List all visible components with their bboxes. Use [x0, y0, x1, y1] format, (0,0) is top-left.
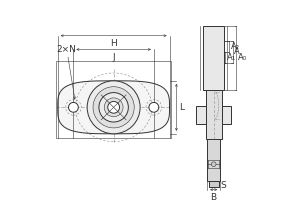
Ellipse shape	[69, 102, 78, 112]
Text: A₂: A₂	[231, 42, 239, 51]
Bar	[203, 26, 225, 90]
Text: A₁: A₁	[227, 53, 236, 62]
Text: 2×N: 2×N	[57, 45, 77, 54]
Ellipse shape	[108, 101, 119, 113]
Ellipse shape	[104, 98, 123, 117]
Text: A: A	[234, 47, 240, 56]
Bar	[207, 139, 220, 181]
Bar	[56, 61, 171, 138]
Ellipse shape	[87, 81, 140, 134]
Bar	[206, 90, 222, 139]
Text: L: L	[179, 103, 184, 112]
Text: A₀: A₀	[238, 53, 247, 62]
Ellipse shape	[149, 102, 159, 112]
Text: H: H	[110, 39, 117, 48]
Ellipse shape	[211, 162, 216, 166]
Bar	[222, 106, 231, 124]
Ellipse shape	[93, 87, 134, 128]
Text: B: B	[211, 193, 217, 202]
Text: J: J	[112, 53, 115, 62]
Bar	[209, 181, 219, 187]
Text: S: S	[220, 181, 226, 190]
Bar	[196, 106, 206, 124]
Polygon shape	[58, 81, 170, 134]
Ellipse shape	[99, 93, 128, 122]
